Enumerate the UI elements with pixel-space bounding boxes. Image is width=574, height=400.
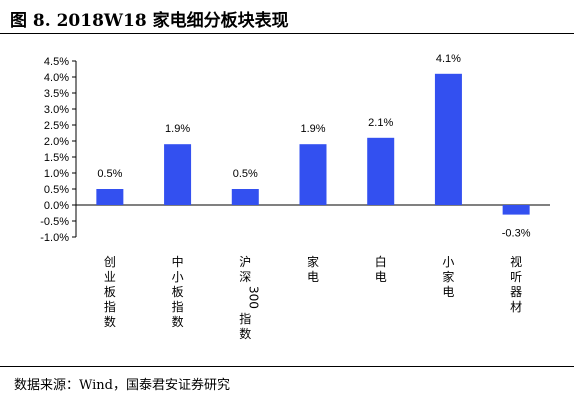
- category-label: 视听器材: [510, 254, 522, 314]
- y-tick-label: -1.0%: [40, 232, 69, 244]
- figure-title: 图 8. 2018W18 家电细分板块表现: [10, 11, 289, 31]
- category-label: 沪深指数: [239, 255, 251, 341]
- bar: [434, 73, 462, 205]
- category-label: 家电: [307, 254, 319, 284]
- bar: [502, 205, 530, 215]
- bar: [231, 189, 259, 205]
- y-tick-label: 4.5%: [44, 56, 69, 68]
- y-tick-label: 1.5%: [44, 152, 69, 164]
- y-tick-label: 0.5%: [44, 184, 69, 196]
- source-note: 数据来源：Wind，国泰君安证券研究: [14, 378, 230, 393]
- y-tick-label: 2.0%: [44, 136, 69, 148]
- y-tick-label: 4.0%: [44, 72, 69, 84]
- data-label: 2.1%: [368, 117, 393, 129]
- bars-group: [96, 73, 530, 215]
- bar: [96, 189, 124, 205]
- y-axis: 4.5% 4.0% 3.5% 3.0% 2.5% 2.0% 1.5% 1.0% 0.5% 0.0%…: [40, 56, 550, 244]
- bar: [164, 144, 192, 205]
- data-label: 1.9%: [165, 123, 190, 135]
- bar: [299, 144, 327, 205]
- y-tick-label: 3.0%: [44, 104, 69, 116]
- y-tick-label: 0.0%: [44, 200, 69, 212]
- bottom-rule: [0, 366, 574, 367]
- bar-chart: 4.5% 4.0% 3.5% 3.0% 2.5% 2.0% 1.5% 1.0% 0.5% 0.0%…: [40, 53, 550, 341]
- category-label: 中小板指数: [172, 254, 184, 329]
- data-label: 4.1%: [436, 53, 461, 65]
- y-tick-label: 3.5%: [44, 88, 69, 100]
- data-label: -0.3%: [502, 228, 531, 240]
- data-labels-group: 0.5% 1.9% 0.5% 1.9% 2.1% 4.1% -0.3%: [97, 53, 530, 240]
- y-tick-label: -0.5%: [40, 216, 69, 228]
- y-tick-label: 1.0%: [44, 168, 69, 180]
- category-label-digits: 300: [246, 286, 260, 309]
- category-label: 白电: [375, 254, 387, 284]
- data-label: 0.5%: [97, 168, 122, 180]
- category-label: 小家电: [442, 255, 454, 299]
- data-label: 1.9%: [300, 123, 325, 135]
- category-label: 创业板指数: [104, 255, 116, 329]
- data-label: 0.5%: [233, 168, 258, 180]
- y-tick-label: 2.5%: [44, 120, 69, 132]
- top-rule: [0, 33, 574, 34]
- bar: [367, 137, 395, 205]
